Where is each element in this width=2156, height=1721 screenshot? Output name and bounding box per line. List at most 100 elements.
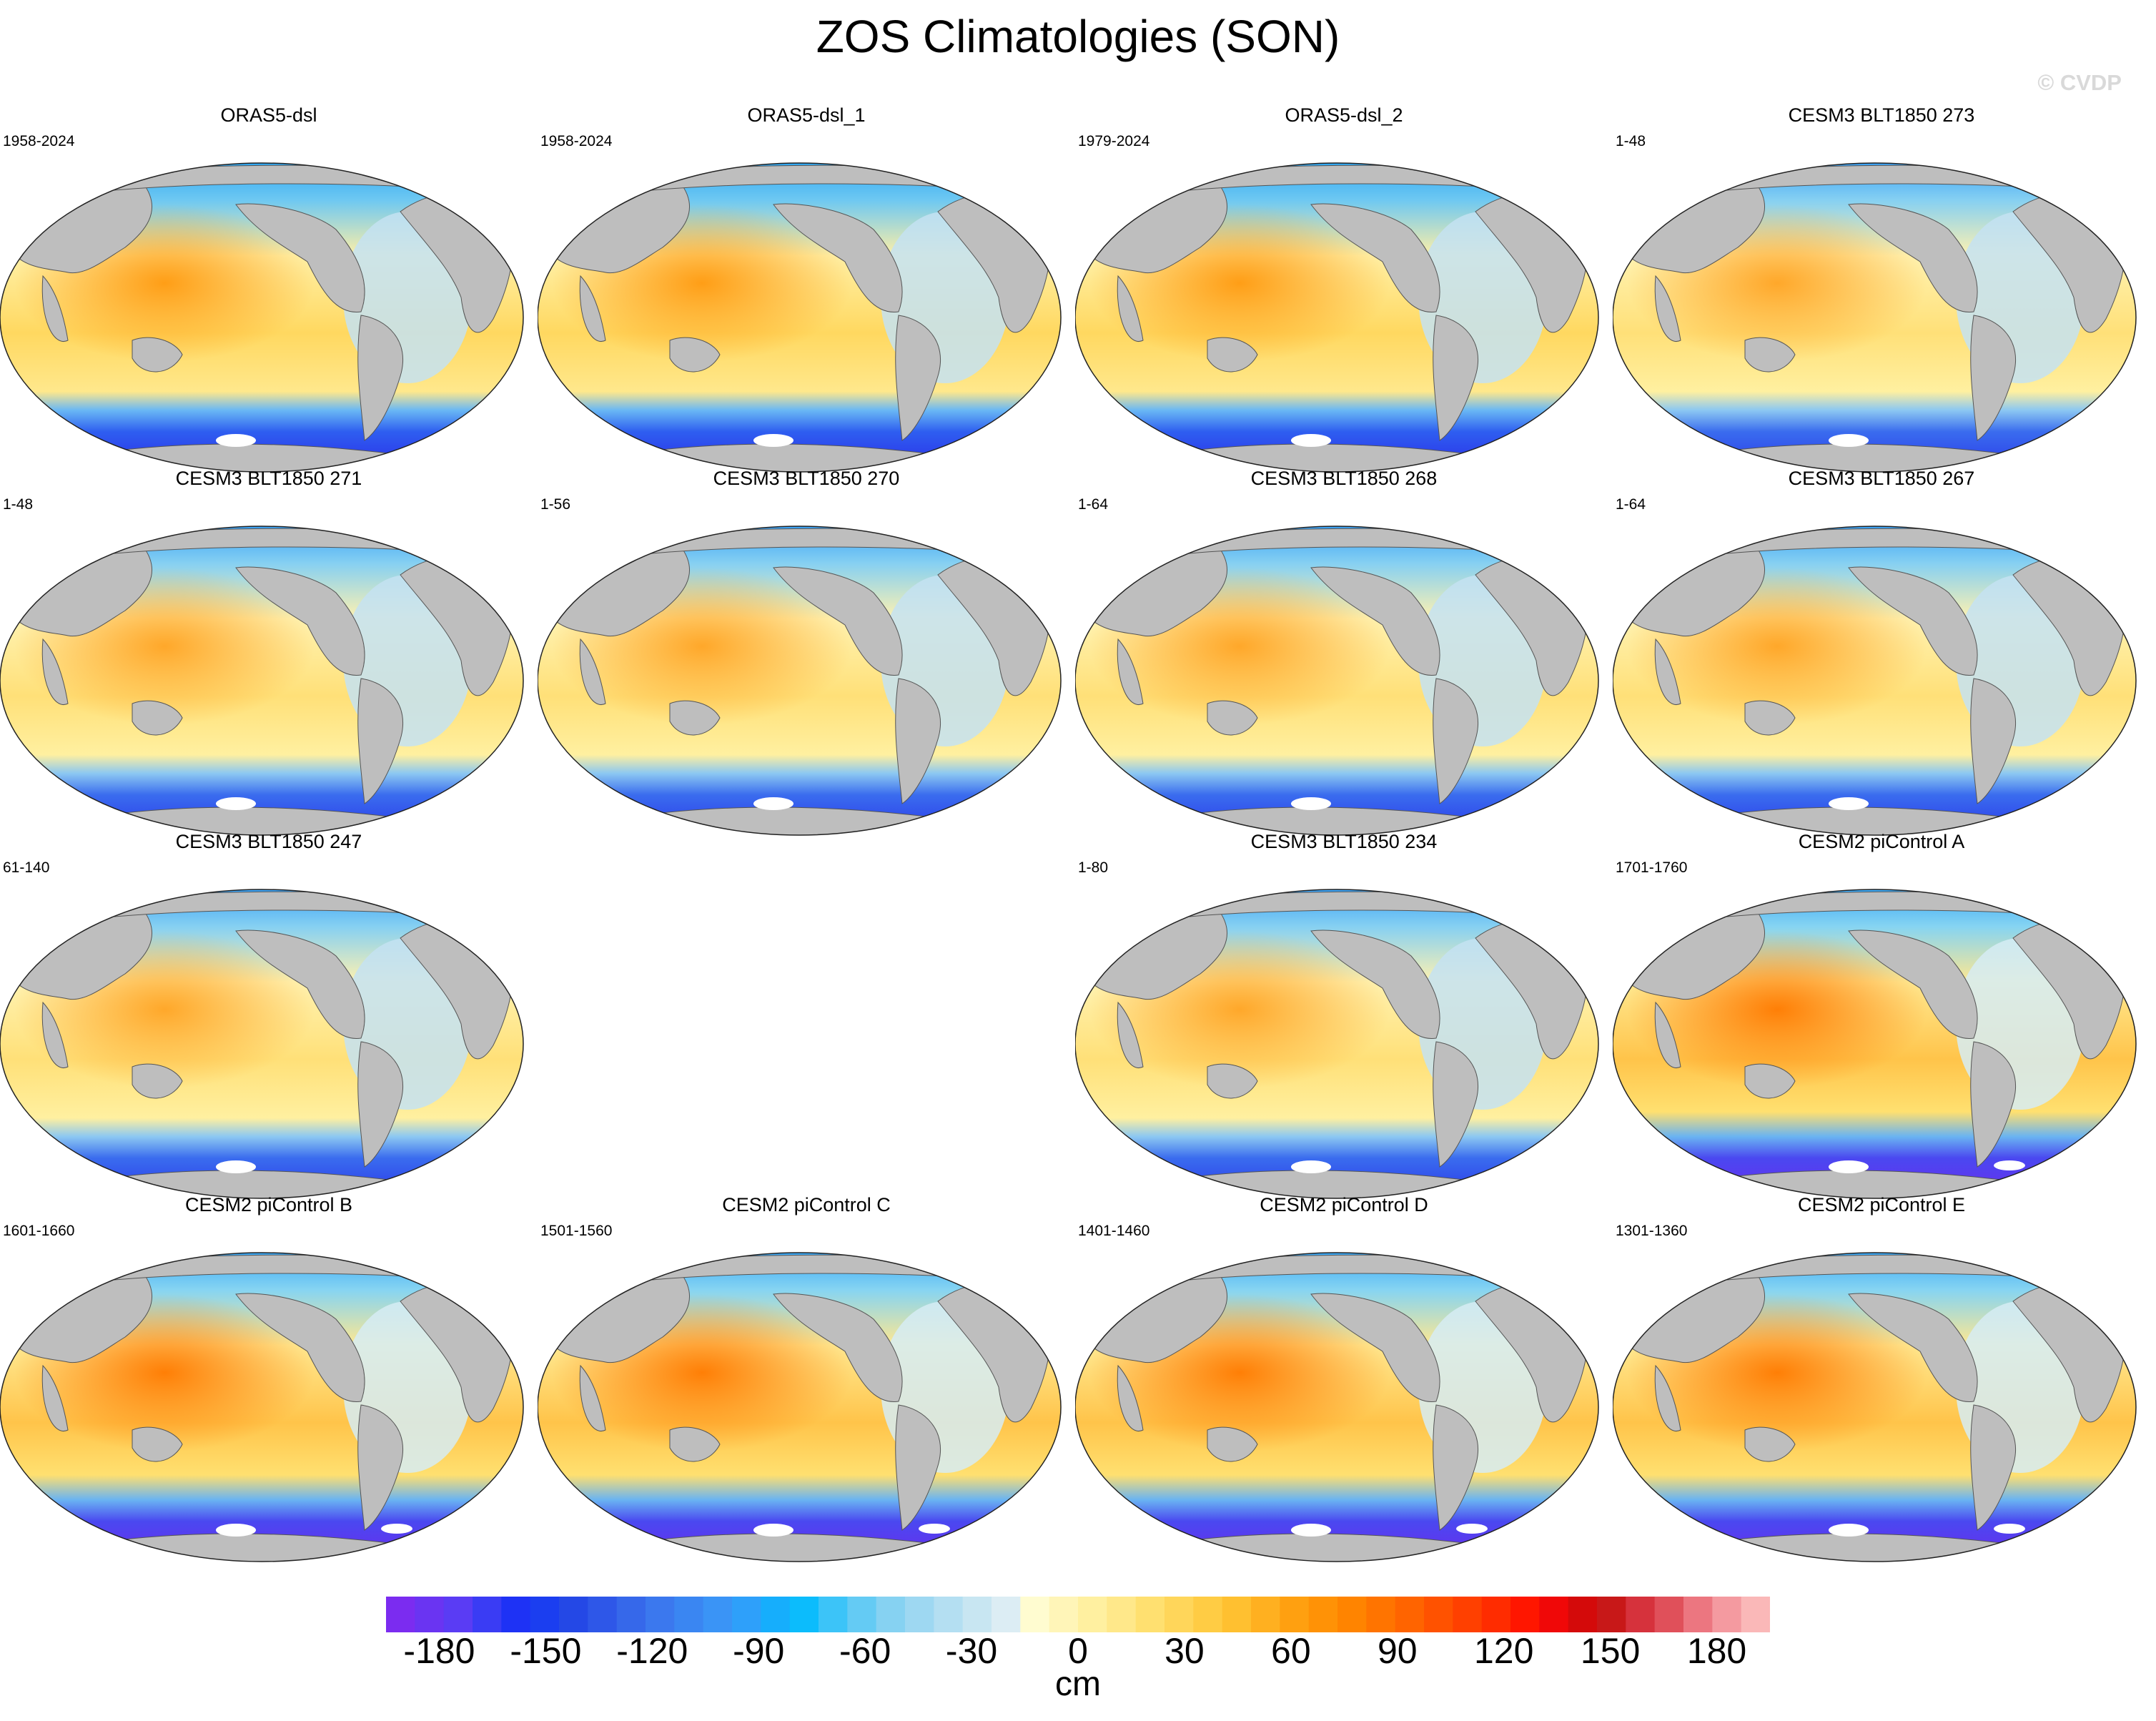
zos-map: [1613, 1252, 2137, 1562]
colorbar-swatch: [1222, 1597, 1252, 1632]
colorbar-unit: cm: [1055, 1665, 1101, 1703]
colorbar-tick: 30: [1164, 1631, 1205, 1671]
panel-title: CESM3 BLT1850 270: [713, 468, 900, 489]
colorbar-swatch: [905, 1597, 934, 1632]
panel-title: CESM2 piControl D: [1260, 1194, 1428, 1215]
zos-map: [1613, 162, 2137, 473]
colorbar-swatch: [1107, 1597, 1137, 1632]
panel-title: CESM2 piControl E: [1797, 1194, 1966, 1215]
colorbar-tick: -120: [616, 1631, 688, 1671]
colorbar: [386, 1597, 1770, 1632]
panel-title: CESM2 piControl A: [1798, 831, 1965, 852]
map-panel: ORAS5-dsl 1958-2024: [0, 104, 538, 473]
colorbar-swatch: [789, 1597, 819, 1632]
map-panel: CESM3 BLT1850 271 1-48: [0, 468, 538, 836]
panel-title: CESM3 BLT1850 247: [175, 831, 362, 852]
colorbar-swatch: [992, 1597, 1021, 1632]
zos-map: [1613, 889, 2137, 1199]
panel-years: 1401-1460: [1078, 1223, 1150, 1239]
colorbar-swatch: [1453, 1597, 1483, 1632]
map-panel: CESM2 piControl D 1401-1460: [1075, 1194, 1613, 1562]
panel-years: 1-64: [1616, 496, 1646, 513]
colorbar-swatch: [530, 1597, 560, 1632]
colorbar-swatch: [415, 1597, 445, 1632]
colorbar-swatch: [1654, 1597, 1684, 1632]
colorbar-swatch: [962, 1597, 992, 1632]
colorbar-swatch: [1020, 1597, 1050, 1632]
map-panel: CESM2 piControl B 1601-1660: [0, 1194, 538, 1562]
zos-map: [0, 162, 524, 473]
map-panel: CESM2 piControl E 1301-1360: [1613, 1194, 2150, 1562]
colorbar-tick: 150: [1580, 1631, 1641, 1671]
panel-title: CESM3 BLT1850 234: [1250, 831, 1438, 852]
zos-map: [538, 162, 1062, 473]
panel-years: 1-80: [1078, 859, 1109, 876]
colorbar-swatch: [1481, 1597, 1511, 1632]
colorbar-swatch: [1366, 1597, 1396, 1632]
zos-map: [538, 526, 1062, 836]
colorbar-swatch: [1539, 1597, 1569, 1632]
panel-years: 1979-2024: [1078, 133, 1150, 149]
colorbar-tick: 180: [1686, 1631, 1747, 1671]
map-panel: CESM2 piControl A 1701-1760: [1613, 831, 2150, 1199]
colorbar-swatch: [1078, 1597, 1107, 1632]
colorbar-tick: -60: [839, 1631, 891, 1671]
colorbar-swatch: [703, 1597, 733, 1632]
colorbar-swatch: [1741, 1597, 1770, 1632]
panel-years: 1601-1660: [3, 1223, 75, 1239]
colorbar-swatch: [559, 1597, 588, 1632]
colorbar-swatch: [934, 1597, 964, 1632]
colorbar-tick: -180: [403, 1631, 475, 1671]
panel-years: 1501-1560: [540, 1223, 613, 1239]
colorbar-tick: -150: [510, 1631, 582, 1671]
panel-title: ORAS5-dsl_2: [1285, 104, 1403, 126]
colorbar-swatch: [1251, 1597, 1280, 1632]
map-panel: CESM3 BLT1850 270 1-56: [538, 468, 1075, 836]
panel-years: 61-140: [3, 859, 50, 876]
zos-map: [0, 1252, 524, 1562]
colorbar-tick: 90: [1377, 1631, 1418, 1671]
colorbar-swatch: [386, 1597, 415, 1632]
colorbar-swatch: [1568, 1597, 1598, 1632]
colorbar-swatch: [1597, 1597, 1626, 1632]
zos-map: [0, 526, 524, 836]
colorbar-tick: 120: [1473, 1631, 1534, 1671]
colorbar-swatch: [819, 1597, 848, 1632]
panel-title: CESM3 BLT1850 271: [175, 468, 362, 489]
colorbar-swatch: [588, 1597, 618, 1632]
panel-title: ORAS5-dsl_1: [747, 104, 866, 126]
panel-title: CESM3 BLT1850 273: [1788, 104, 1975, 126]
colorbar-swatch: [1712, 1597, 1742, 1632]
map-panel: CESM3 BLT1850 247 61-140: [0, 831, 538, 1199]
figure-title: ZOS Climatologies (SON): [816, 11, 1340, 62]
colorbar-swatch: [1135, 1597, 1165, 1632]
colorbar-swatch: [761, 1597, 791, 1632]
map-panel: ORAS5-dsl_1 1958-2024: [538, 104, 1075, 473]
colorbar-swatch: [1164, 1597, 1194, 1632]
colorbar-swatch: [1049, 1597, 1079, 1632]
colorbar-swatch: [443, 1597, 473, 1632]
colorbar-swatch: [1626, 1597, 1656, 1632]
map-panel: CESM3 BLT1850 234 1-80: [1075, 831, 1613, 1199]
zos-map: [1075, 526, 1599, 836]
panel-years: 1958-2024: [3, 133, 75, 149]
panel-years: 1-48: [1616, 133, 1646, 149]
zos-map: [0, 889, 524, 1199]
colorbar-swatch: [847, 1597, 877, 1632]
panel-years: 1301-1360: [1616, 1223, 1688, 1239]
colorbar-swatch: [1193, 1597, 1223, 1632]
panel-title: CESM3 BLT1850 268: [1250, 468, 1438, 489]
zos-map: [1075, 889, 1599, 1199]
panel-title: CESM2 piControl B: [184, 1194, 353, 1215]
cvdp-watermark: © CVDP: [2037, 70, 2122, 95]
colorbar-swatch: [646, 1597, 675, 1632]
colorbar-swatch: [1337, 1597, 1367, 1632]
panel-years: 1-56: [540, 496, 571, 513]
panel-years: 1-64: [1078, 496, 1109, 513]
panel-years: 1-48: [3, 496, 34, 513]
colorbar-swatch: [732, 1597, 761, 1632]
map-panel: CESM3 BLT1850 273 1-48: [1613, 104, 2150, 473]
colorbar-swatch: [1308, 1597, 1338, 1632]
colorbar-swatch: [1510, 1597, 1540, 1632]
map-panel: CESM3 BLT1850 268 1-64: [1075, 468, 1613, 836]
